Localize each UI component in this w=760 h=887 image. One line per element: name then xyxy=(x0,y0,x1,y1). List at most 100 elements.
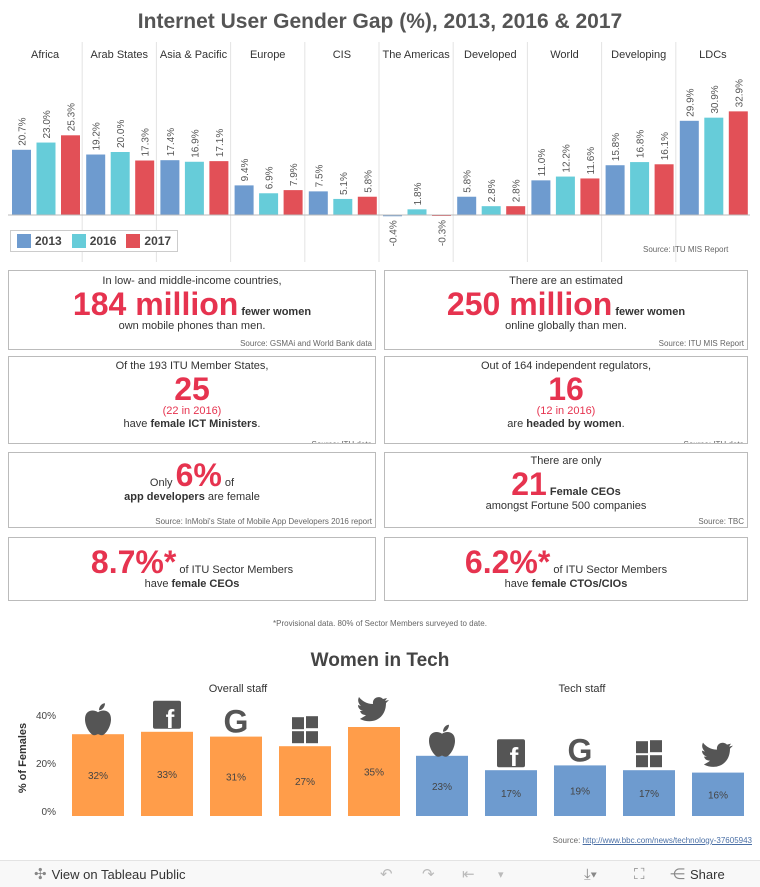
bar-2013 xyxy=(383,215,402,217)
fullscreen-icon[interactable]: ⛶ xyxy=(634,865,645,883)
data-label: 16.9% xyxy=(190,129,201,157)
source-label: Source: xyxy=(552,836,583,845)
data-label: 32.9% xyxy=(734,79,745,107)
legend[interactable]: 2013 2016 2017 xyxy=(10,230,179,252)
bar-2017 xyxy=(135,160,155,215)
y-tick-label: 40% xyxy=(36,711,56,722)
category-label: Europe xyxy=(250,49,285,61)
bar-2016 xyxy=(110,152,130,215)
category-label: Developing xyxy=(611,49,666,61)
stat-card-ministers: Of the 193 ITU Member States, 25 (22 in … xyxy=(8,356,376,444)
windows-icon xyxy=(636,755,648,768)
women-in-tech-chart: % of Females 0% 20% 40% Overall staff 32% 33% f… xyxy=(17,683,744,818)
card-text: app developers xyxy=(124,491,205,503)
y-tick-label: 0% xyxy=(42,807,57,818)
data-label: 17% xyxy=(639,789,659,800)
data-label: -0.3% xyxy=(438,220,449,246)
bar-windows xyxy=(623,770,675,816)
data-label: 19% xyxy=(570,787,590,798)
card-text: Only xyxy=(149,477,176,489)
bar-facebook xyxy=(485,770,537,816)
card-text: In low- and middle-income countries, xyxy=(102,275,282,287)
legend-label: 2013 xyxy=(35,234,62,248)
bar-2017 xyxy=(728,111,748,215)
windows-icon xyxy=(292,717,304,730)
legend-item-2013[interactable]: 2013 xyxy=(17,234,62,248)
card-text: have xyxy=(144,578,172,590)
stat-card-app-developers: Only 6% of app developers are female Sou… xyxy=(8,452,376,528)
stat-number: 250 million xyxy=(446,286,613,323)
legend-swatch xyxy=(71,234,86,248)
data-label: -0.4% xyxy=(389,220,400,246)
undo-icon[interactable]: ↶ xyxy=(380,866,393,883)
stat-card-sector-ceos: 8.7%* of ITU Sector Members have female … xyxy=(8,537,376,601)
card-subtext: (12 in 2016) xyxy=(536,405,596,418)
gap-chart-source: Source: ITU MIS Report xyxy=(643,245,729,254)
share-button[interactable]: ⋲ Share xyxy=(670,865,725,883)
y-tick-label: 20% xyxy=(36,759,56,770)
pause-dropdown-icon[interactable]: ▾ xyxy=(498,868,504,881)
group-title: Tech staff xyxy=(559,683,607,695)
data-label: 16.8% xyxy=(636,130,647,158)
bbc-source-link[interactable]: http://www.bbc.com/news/technology-37605… xyxy=(582,836,752,845)
legend-swatch xyxy=(126,234,141,248)
card-source: Source: TBC xyxy=(698,517,744,526)
windows-icon xyxy=(292,731,304,744)
data-label: 5.8% xyxy=(363,170,374,193)
facebook-icon-glyph: f xyxy=(166,704,175,734)
bar-2016 xyxy=(407,209,427,215)
stat-card-mobile-phones: In low- and middle-income countries, 184… xyxy=(8,270,376,350)
facebook-icon xyxy=(153,700,181,729)
legend-item-2016[interactable]: 2016 xyxy=(71,234,116,248)
twitter-icon xyxy=(358,697,389,722)
data-label: 17.4% xyxy=(166,128,177,156)
y-axis-label: % of Females xyxy=(17,723,29,793)
data-label: 35% xyxy=(364,768,384,779)
bar-google xyxy=(210,736,262,816)
download-icon[interactable]: ⤓▾ xyxy=(584,865,597,883)
card-text: headed by women xyxy=(526,418,622,431)
windows-icon xyxy=(306,731,318,744)
data-label: 23.0% xyxy=(42,110,53,138)
data-label: 33% xyxy=(157,770,177,781)
share-icon: ⋲ xyxy=(670,866,685,883)
category-label: Developed xyxy=(464,49,517,61)
bar-2017 xyxy=(580,178,600,215)
bar-2013 xyxy=(679,120,699,215)
bar-2016 xyxy=(333,198,353,215)
bar-google xyxy=(554,765,606,816)
legend-label: 2017 xyxy=(144,234,172,248)
data-label: 2.8% xyxy=(512,179,523,202)
view-on-tableau-button[interactable]: ✣ View on Tableau Public xyxy=(34,865,186,883)
card-text: Out of 164 independent regulators, xyxy=(480,360,651,372)
data-label: 29.9% xyxy=(685,88,696,116)
stat-number: 184 million xyxy=(72,286,239,323)
legend-item-2017[interactable]: 2017 xyxy=(126,234,171,248)
redo-icon[interactable]: ↷ xyxy=(422,866,435,883)
category-label: Asia & Pacific xyxy=(160,49,228,61)
bar-2013 xyxy=(86,154,106,215)
gender-gap-chart: Africa 20.7% 23.0% 25.3% Arab States 19.2% 20.… xyxy=(8,42,750,262)
data-label: 16% xyxy=(708,790,728,801)
data-label: 5.8% xyxy=(463,170,474,193)
stat-number: 8.7%* xyxy=(90,544,177,580)
data-label: 6.9% xyxy=(265,166,276,189)
data-label: 11.0% xyxy=(537,149,548,177)
windows-icon xyxy=(650,740,662,753)
revert-icon[interactable]: ⇤ xyxy=(462,866,475,883)
apple-icon xyxy=(429,724,455,757)
data-label: 12.2% xyxy=(561,144,572,172)
stat-card-ceos: There are only 21 Female CEOs amongst Fo… xyxy=(384,452,748,528)
bar-2013 xyxy=(160,160,180,215)
card-source: Source: InMobi's State of Mobile App Dev… xyxy=(155,517,372,526)
card-text: There are only xyxy=(530,455,602,467)
data-label: 30.9% xyxy=(710,85,721,113)
data-label: 7.9% xyxy=(289,163,300,186)
bar-2017 xyxy=(506,206,526,215)
bar-2013 xyxy=(605,165,625,215)
card-text: are xyxy=(507,418,527,431)
group-title: Overall staff xyxy=(209,683,268,695)
card-text: amongst Fortune 500 companies xyxy=(485,500,647,513)
bar-2017 xyxy=(357,196,377,215)
footnote: *Provisional data. 80% of Sector Members… xyxy=(273,619,487,628)
